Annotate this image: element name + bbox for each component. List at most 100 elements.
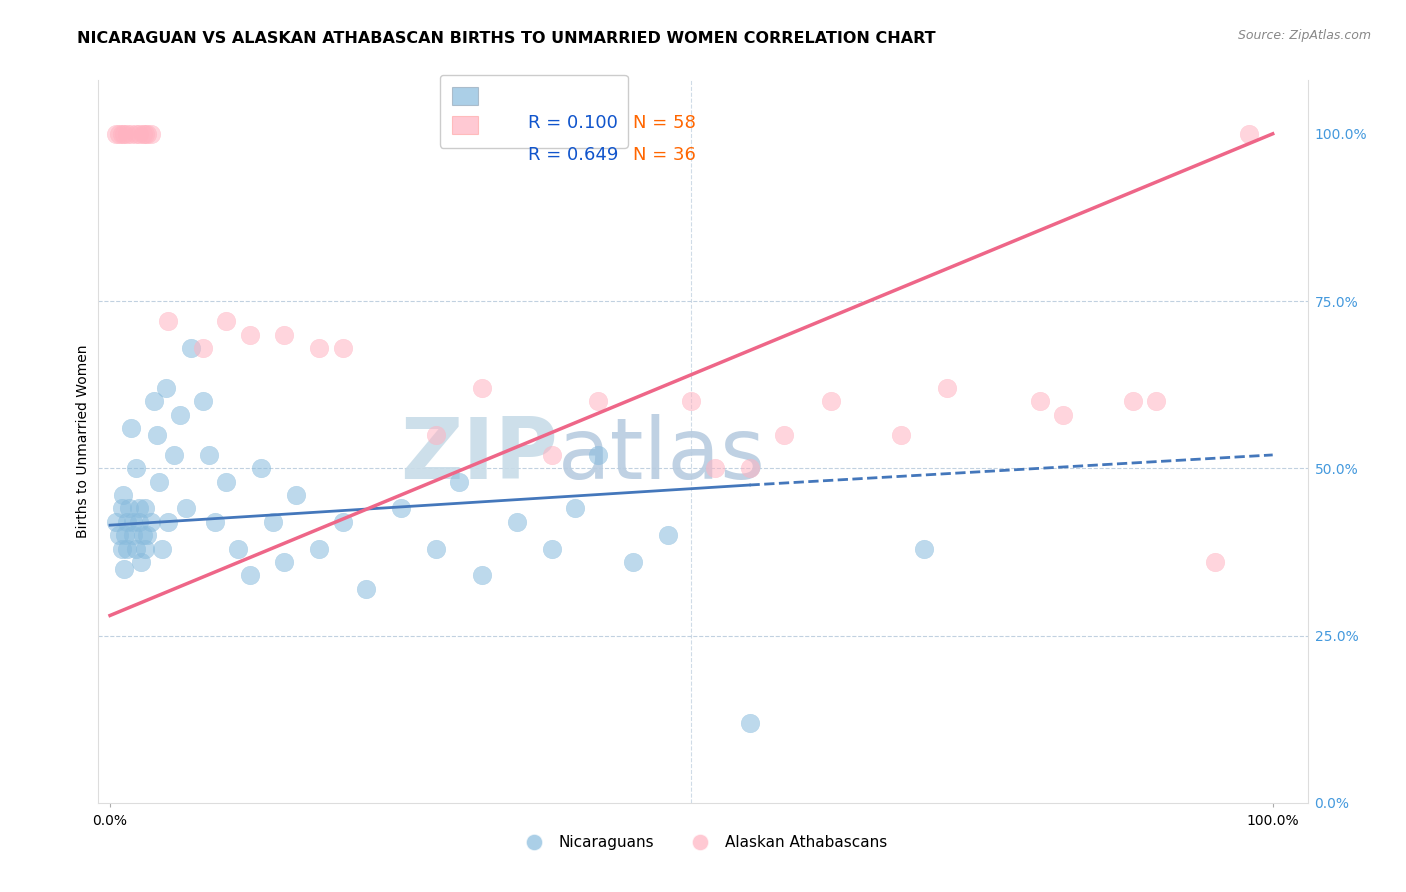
Text: Source: ZipAtlas.com: Source: ZipAtlas.com [1237,29,1371,42]
Point [148,475,170,489]
Point [540,448,562,462]
Point [738,461,761,475]
Point [471,568,494,582]
Point [124,541,146,556]
Point [120,127,142,141]
Point [308,541,330,556]
Point [588,448,610,462]
Point [118,501,141,516]
Text: N = 36: N = 36 [633,145,696,164]
Point [332,341,354,355]
Text: R = 0.649: R = 0.649 [527,145,617,164]
Point [936,381,959,395]
Point [134,501,156,516]
Point [104,515,127,529]
Point [155,381,177,395]
Point [1144,394,1167,409]
Point [273,327,295,342]
Point [204,515,226,529]
Point [124,461,146,475]
Point [117,127,139,141]
Point [738,715,761,730]
Point [1239,127,1261,141]
Point [215,314,238,328]
Point [191,394,214,409]
Point [540,541,562,556]
Point [1204,555,1226,569]
Point [703,461,725,475]
Point [332,515,354,529]
Point [447,475,470,489]
Point [108,127,131,141]
Point [588,394,610,409]
Point [1029,394,1052,409]
Point [112,127,135,141]
Point [117,515,139,529]
Point [425,427,447,442]
Point [239,327,262,342]
Point [890,427,912,442]
Point [564,501,586,516]
Point [354,582,377,596]
Point [104,127,127,141]
Point [134,127,156,141]
Text: N = 58: N = 58 [633,113,696,132]
Point [108,528,131,542]
Point [226,541,249,556]
Point [112,562,135,576]
Point [389,501,412,516]
Point [150,541,173,556]
Point [657,528,679,542]
Point [1122,394,1144,409]
Text: R = 0.100: R = 0.100 [527,113,617,132]
Point [250,461,273,475]
Point [308,341,330,355]
Y-axis label: Births to Unmarried Women: Births to Unmarried Women [76,345,90,538]
Point [262,515,284,529]
Point [773,427,796,442]
Point [174,501,197,516]
Point [163,448,186,462]
Point [1052,408,1074,422]
Point [215,475,238,489]
Point [128,127,150,141]
Point [157,515,180,529]
Point [681,394,703,409]
Legend: Nicaraguans, Alaskan Athabascans: Nicaraguans, Alaskan Athabascans [513,830,893,856]
Point [273,555,295,569]
Point [111,541,134,556]
Point [180,341,202,355]
Point [128,515,150,529]
Point [139,515,162,529]
Point [122,515,145,529]
Point [139,127,162,141]
Point [131,555,153,569]
Point [122,528,145,542]
Point [143,394,166,409]
Point [621,555,644,569]
Text: atlas: atlas [558,415,766,498]
Point [111,488,134,502]
Point [111,127,134,141]
Point [117,541,139,556]
Point [145,427,167,442]
Point [425,541,447,556]
Point [124,127,146,141]
Point [131,127,153,141]
Point [114,528,136,542]
Point [191,341,214,355]
Point [912,541,935,556]
Point [136,528,159,542]
Point [111,501,134,516]
Text: ZIP: ZIP [401,415,558,498]
Point [128,501,150,516]
Point [198,448,221,462]
Point [506,515,529,529]
Point [820,394,842,409]
Point [239,568,262,582]
Point [169,408,191,422]
Point [136,127,159,141]
Text: NICARAGUAN VS ALASKAN ATHABASCAN BIRTHS TO UNMARRIED WOMEN CORRELATION CHART: NICARAGUAN VS ALASKAN ATHABASCAN BIRTHS … [77,31,936,46]
Point [471,381,494,395]
Point [131,528,153,542]
